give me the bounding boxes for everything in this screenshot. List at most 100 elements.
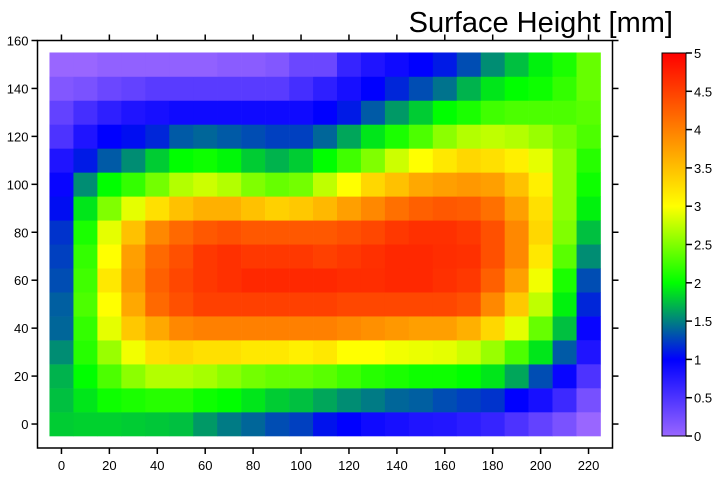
heatmap-cell [217,388,242,413]
heatmap-cell [265,412,290,437]
heatmap-cell [384,148,410,173]
heatmap-cell [456,340,482,365]
heatmap-cell [336,220,362,245]
x-tick-label: 180 [482,458,504,473]
heatmap-cell [552,172,577,197]
x-tick-label: 80 [246,458,260,473]
heatmap-cell [265,124,290,149]
heatmap-cell [432,364,458,389]
heatmap-cell [360,52,386,77]
heatmap-cell [504,196,529,221]
heatmap-cell [432,388,458,413]
heatmap-cell [384,292,410,317]
colorbar-tick-label: 0.5 [694,391,712,406]
heatmap-cell [360,124,386,149]
heatmap-cell [456,244,482,269]
heatmap-cell [480,364,505,389]
heatmap-cell [336,316,362,341]
heatmap-cell [241,220,266,245]
axes: 0 20 40 60 80 100 120 140 160 180 200 220 0 20 40 60 80 1… [7,34,619,473]
heatmap-cell [121,52,146,77]
heatmap-cell [576,316,601,341]
heatmap-cell [336,52,362,77]
heatmap-cell [121,196,146,221]
heatmap-cell [504,148,529,173]
heatmap-cell [145,100,170,125]
heatmap-cell [336,292,362,317]
heatmap-cell [241,100,266,125]
heatmap-cell [145,172,170,197]
heatmap-cell [480,196,505,221]
heatmap-cell [552,412,577,437]
heatmap-cell [360,364,386,389]
heatmap-cell [49,124,74,149]
heatmap-cell [504,76,529,101]
heatmap-cell [552,220,577,245]
heatmap-cell [193,100,218,125]
colorbar-tick-label: 1.5 [694,314,712,329]
heatmap-cell [504,340,529,365]
heatmap-cell [73,316,98,341]
heatmap-cell [504,124,529,149]
heatmap-cell [217,268,242,293]
heatmap-cell [360,196,386,221]
heatmap-cell [313,292,338,317]
heatmap-cell [241,292,266,317]
heatmap-cell [265,196,290,221]
heatmap-cell [241,364,266,389]
heatmap-cell [241,172,266,197]
heatmap-cell [408,220,434,245]
heatmap-cell [528,340,553,365]
heatmap-cell [552,148,577,173]
heatmap-cell [169,76,194,101]
heatmap-cell [432,316,458,341]
heatmap-cell [265,364,290,389]
heatmap-cell [528,388,553,413]
heatmap-cell [360,388,386,413]
heatmap-cell [504,316,529,341]
heatmap-cell [480,388,505,413]
heatmap-cell [480,316,505,341]
heatmap-cell [336,364,362,389]
heatmap-cell [289,148,314,173]
x-tick-label: 40 [150,458,164,473]
heatmap-cell [576,172,601,197]
heatmap-cell [217,316,242,341]
heatmap-cell [241,148,266,173]
heatmap-cell [313,76,338,101]
colorbar-tick-label: 0 [694,429,701,444]
heatmap-cell [241,316,266,341]
colorbar-tick-label: 2.5 [694,238,712,253]
heatmap-cell [145,148,170,173]
heatmap-cell [456,172,482,197]
heatmap-cell [336,148,362,173]
heatmap-cell [241,76,266,101]
heatmap-cell [528,244,553,269]
heatmap-cell [408,292,434,317]
heatmap-cell [360,172,386,197]
heatmap-cell [408,412,434,437]
heatmap-cell [336,340,362,365]
heatmap-cell [169,124,194,149]
heatmap-cell [432,100,458,125]
heatmap-cell [384,172,410,197]
colorbar-tick-label: 4.5 [694,84,712,99]
heatmap-cell [193,124,218,149]
heatmap-cell [552,244,577,269]
heatmap-cell [73,340,98,365]
heatmap-cell [360,100,386,125]
heatmap-cell [432,340,458,365]
heatmap-cell [528,76,553,101]
heatmap-cell [432,412,458,437]
heatmap-cell [121,364,146,389]
heatmap-cell [360,268,386,293]
y-tick-label: 60 [14,273,28,288]
heatmap-cell [97,364,122,389]
heatmap-cell [97,244,122,269]
heatmap-cell [169,292,194,317]
heatmap-cell [313,316,338,341]
heatmap-cell [504,100,529,125]
heatmap-cell [49,268,74,293]
heatmap-cell [217,124,242,149]
